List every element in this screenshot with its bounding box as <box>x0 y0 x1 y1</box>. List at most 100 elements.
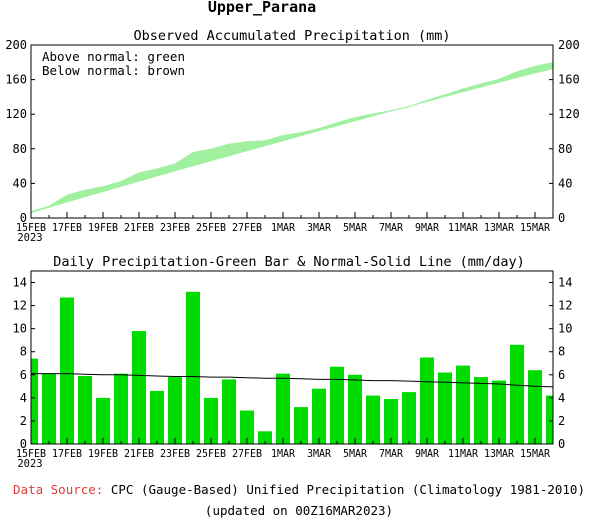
y-tick-label-right: 120 <box>558 107 580 121</box>
x-tick-label: 11MAR <box>448 222 479 234</box>
daily-bar <box>167 377 183 444</box>
y-tick-label-right: 40 <box>558 176 572 190</box>
normal-daily-line <box>31 373 554 388</box>
daily-bar <box>437 372 453 444</box>
x-tick-label: 23FEB <box>160 448 190 460</box>
y-tick-label-left: 0 <box>20 211 27 225</box>
above-normal-area <box>264 135 284 147</box>
x-year-label: 2023 <box>17 232 42 244</box>
y-tick-label-right: 0 <box>558 437 565 451</box>
daily-bar <box>545 395 553 444</box>
daily-bar <box>41 373 57 444</box>
updated-line: (updated on 00Z16MAR2023) <box>204 503 394 518</box>
plot-frame <box>30 270 554 445</box>
daily-bar <box>149 390 165 444</box>
daily-bar <box>293 407 309 444</box>
data-source-text: CPC (Gauge-Based) Unified Precipitation … <box>103 482 585 497</box>
daily-bar <box>509 344 525 444</box>
x-tick-label: 25FEB <box>196 222 226 234</box>
y-tick-label-left: 6 <box>20 368 27 382</box>
daily-bar <box>455 365 471 444</box>
x-tick-label: 23FEB <box>160 222 190 234</box>
x-tick-label: 11MAR <box>448 448 479 460</box>
daily-bar <box>77 375 93 444</box>
y-tick-label-left: 12 <box>13 299 27 313</box>
daily-bar <box>275 373 291 444</box>
y-tick-label-left: 8 <box>20 345 27 359</box>
x-tick-label: 5MAR <box>343 448 368 460</box>
y-tick-label-right: 4 <box>558 391 565 405</box>
y-tick-label-left: 0 <box>20 437 27 451</box>
daily-bar <box>365 395 381 444</box>
x-tick-label: 15MAR <box>520 222 551 234</box>
above-normal-area <box>66 189 86 203</box>
daily-bar <box>59 297 75 444</box>
x-tick-label: 3MAR <box>307 222 332 234</box>
y-tick-label-right: 6 <box>558 368 565 382</box>
daily-precip-chart: Daily Precipitation-Green Bar & Normal-S… <box>13 254 573 470</box>
y-tick-label-left: 40 <box>13 176 27 190</box>
x-tick-label: 7MAR <box>379 222 404 234</box>
daily-bar <box>383 399 399 444</box>
x-year-label: 2023 <box>17 458 42 470</box>
daily-bar <box>329 366 345 444</box>
y-tick-label-right: 12 <box>558 299 572 313</box>
legend-above-normal: Above normal: green <box>42 49 185 64</box>
y-tick-label-right: 0 <box>558 211 565 225</box>
y-tick-label-left: 120 <box>5 107 27 121</box>
x-tick-label: 19FEB <box>88 448 118 460</box>
x-tick-label: 7MAR <box>379 448 404 460</box>
data-source-label: Data Source: <box>13 482 104 497</box>
above-normal-area <box>516 65 536 79</box>
data-source-line: Data Source: CPC (Gauge-Based) Unified P… <box>0 482 598 497</box>
x-tick-label: 9MAR <box>415 222 440 234</box>
x-tick-label: 13MAR <box>484 448 515 460</box>
x-tick-label: 15FEB <box>16 222 46 234</box>
y-tick-label-right: 10 <box>558 322 572 336</box>
y-tick-label-right: 200 <box>558 38 580 52</box>
y-tick-label-left: 200 <box>5 38 27 52</box>
daily-bar <box>527 370 543 444</box>
daily-bar <box>185 291 201 444</box>
y-tick-label-right: 80 <box>558 142 572 156</box>
daily-bar <box>473 377 489 444</box>
x-tick-label: 27FEB <box>232 222 262 234</box>
chart-title: Observed Accumulated Precipitation (mm) <box>134 28 451 44</box>
region-title: Upper_Parana <box>208 0 316 16</box>
daily-bar <box>401 392 417 444</box>
chart-title: Daily Precipitation-Green Bar & Normal-S… <box>53 254 524 270</box>
y-tick-label-right: 160 <box>558 73 580 87</box>
x-tick-label: 1MAR <box>271 448 296 460</box>
above-normal-area <box>246 140 266 152</box>
y-tick-label-right: 8 <box>558 345 565 359</box>
x-tick-label: 9MAR <box>415 448 440 460</box>
daily-bar <box>113 373 129 444</box>
y-tick-label-left: 80 <box>13 142 27 156</box>
x-tick-label: 17FEB <box>52 222 82 234</box>
daily-bar <box>95 397 111 444</box>
x-tick-label: 1MAR <box>271 222 296 234</box>
x-tick-label: 21FEB <box>124 448 154 460</box>
y-tick-label-left: 14 <box>13 276 27 290</box>
y-tick-label-left: 4 <box>20 391 27 405</box>
above-normal-area <box>102 181 122 193</box>
accumulated-precip-chart: Observed Accumulated Precipitation (mm) 0… <box>5 28 579 244</box>
x-tick-label: 13MAR <box>484 222 515 234</box>
daily-bar <box>311 388 327 444</box>
y-tick-label-right: 2 <box>558 414 565 428</box>
x-tick-label: 15FEB <box>16 448 46 460</box>
daily-bar <box>347 374 363 444</box>
daily-bar <box>221 379 237 444</box>
daily-bar <box>31 358 39 444</box>
x-tick-label: 17FEB <box>52 448 82 460</box>
daily-bar <box>419 357 435 444</box>
y-tick-label-left: 160 <box>5 73 27 87</box>
legend-below-normal: Below normal: brown <box>42 63 185 78</box>
x-tick-label: 25FEB <box>196 448 226 460</box>
x-tick-label: 3MAR <box>307 448 332 460</box>
x-tick-label: 5MAR <box>343 222 368 234</box>
daily-bar <box>491 380 507 444</box>
plot-frame <box>30 44 554 219</box>
daily-bar <box>239 410 255 444</box>
